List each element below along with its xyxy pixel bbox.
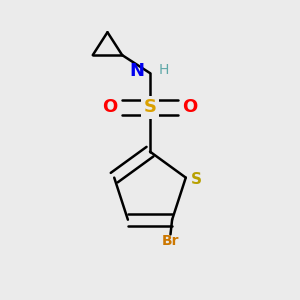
Text: H: H — [158, 63, 169, 77]
Text: O: O — [102, 98, 117, 116]
Text: Br: Br — [162, 234, 179, 248]
Text: O: O — [183, 98, 198, 116]
Text: N: N — [129, 62, 144, 80]
Text: S: S — [191, 172, 202, 187]
Text: S: S — [143, 98, 157, 116]
